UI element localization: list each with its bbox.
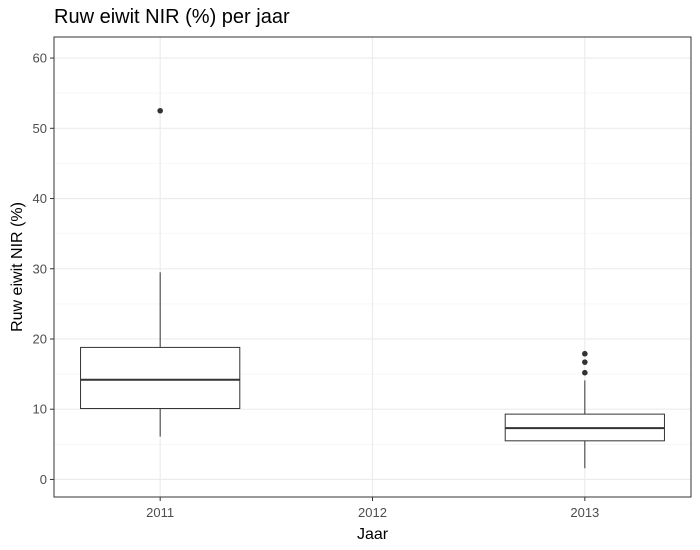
chart-title: Ruw eiwit NIR (%) per jaar (54, 6, 290, 28)
x-tick-label: 2011 (146, 505, 174, 520)
y-tick-label: 60 (33, 51, 47, 66)
y-tick-label: 0 (40, 472, 47, 487)
x-tick-label: 2013 (570, 505, 599, 520)
y-axis: 0 10 20 30 40 50 60 (33, 51, 54, 487)
x-axis-title: Jaar (357, 526, 389, 543)
y-axis-title: Ruw eiwit NIR (%) (9, 202, 26, 332)
box-2013 (504, 350, 665, 469)
x-tick-label: 2012 (358, 505, 387, 520)
y-tick-label: 40 (33, 191, 47, 206)
outlier-point (582, 369, 588, 376)
box-2011 (80, 107, 241, 437)
y-tick-label: 10 (33, 402, 47, 417)
x-axis: 2011 2012 2013 (146, 497, 599, 520)
outlier-point (157, 107, 163, 114)
boxplot-marks (80, 107, 665, 469)
iqr-box (80, 346, 241, 410)
y-tick-label: 30 (33, 261, 47, 276)
outlier-point (582, 350, 588, 357)
y-tick-label: 20 (33, 331, 47, 346)
y-tick-label: 50 (33, 121, 47, 136)
outlier-point (582, 359, 588, 365)
